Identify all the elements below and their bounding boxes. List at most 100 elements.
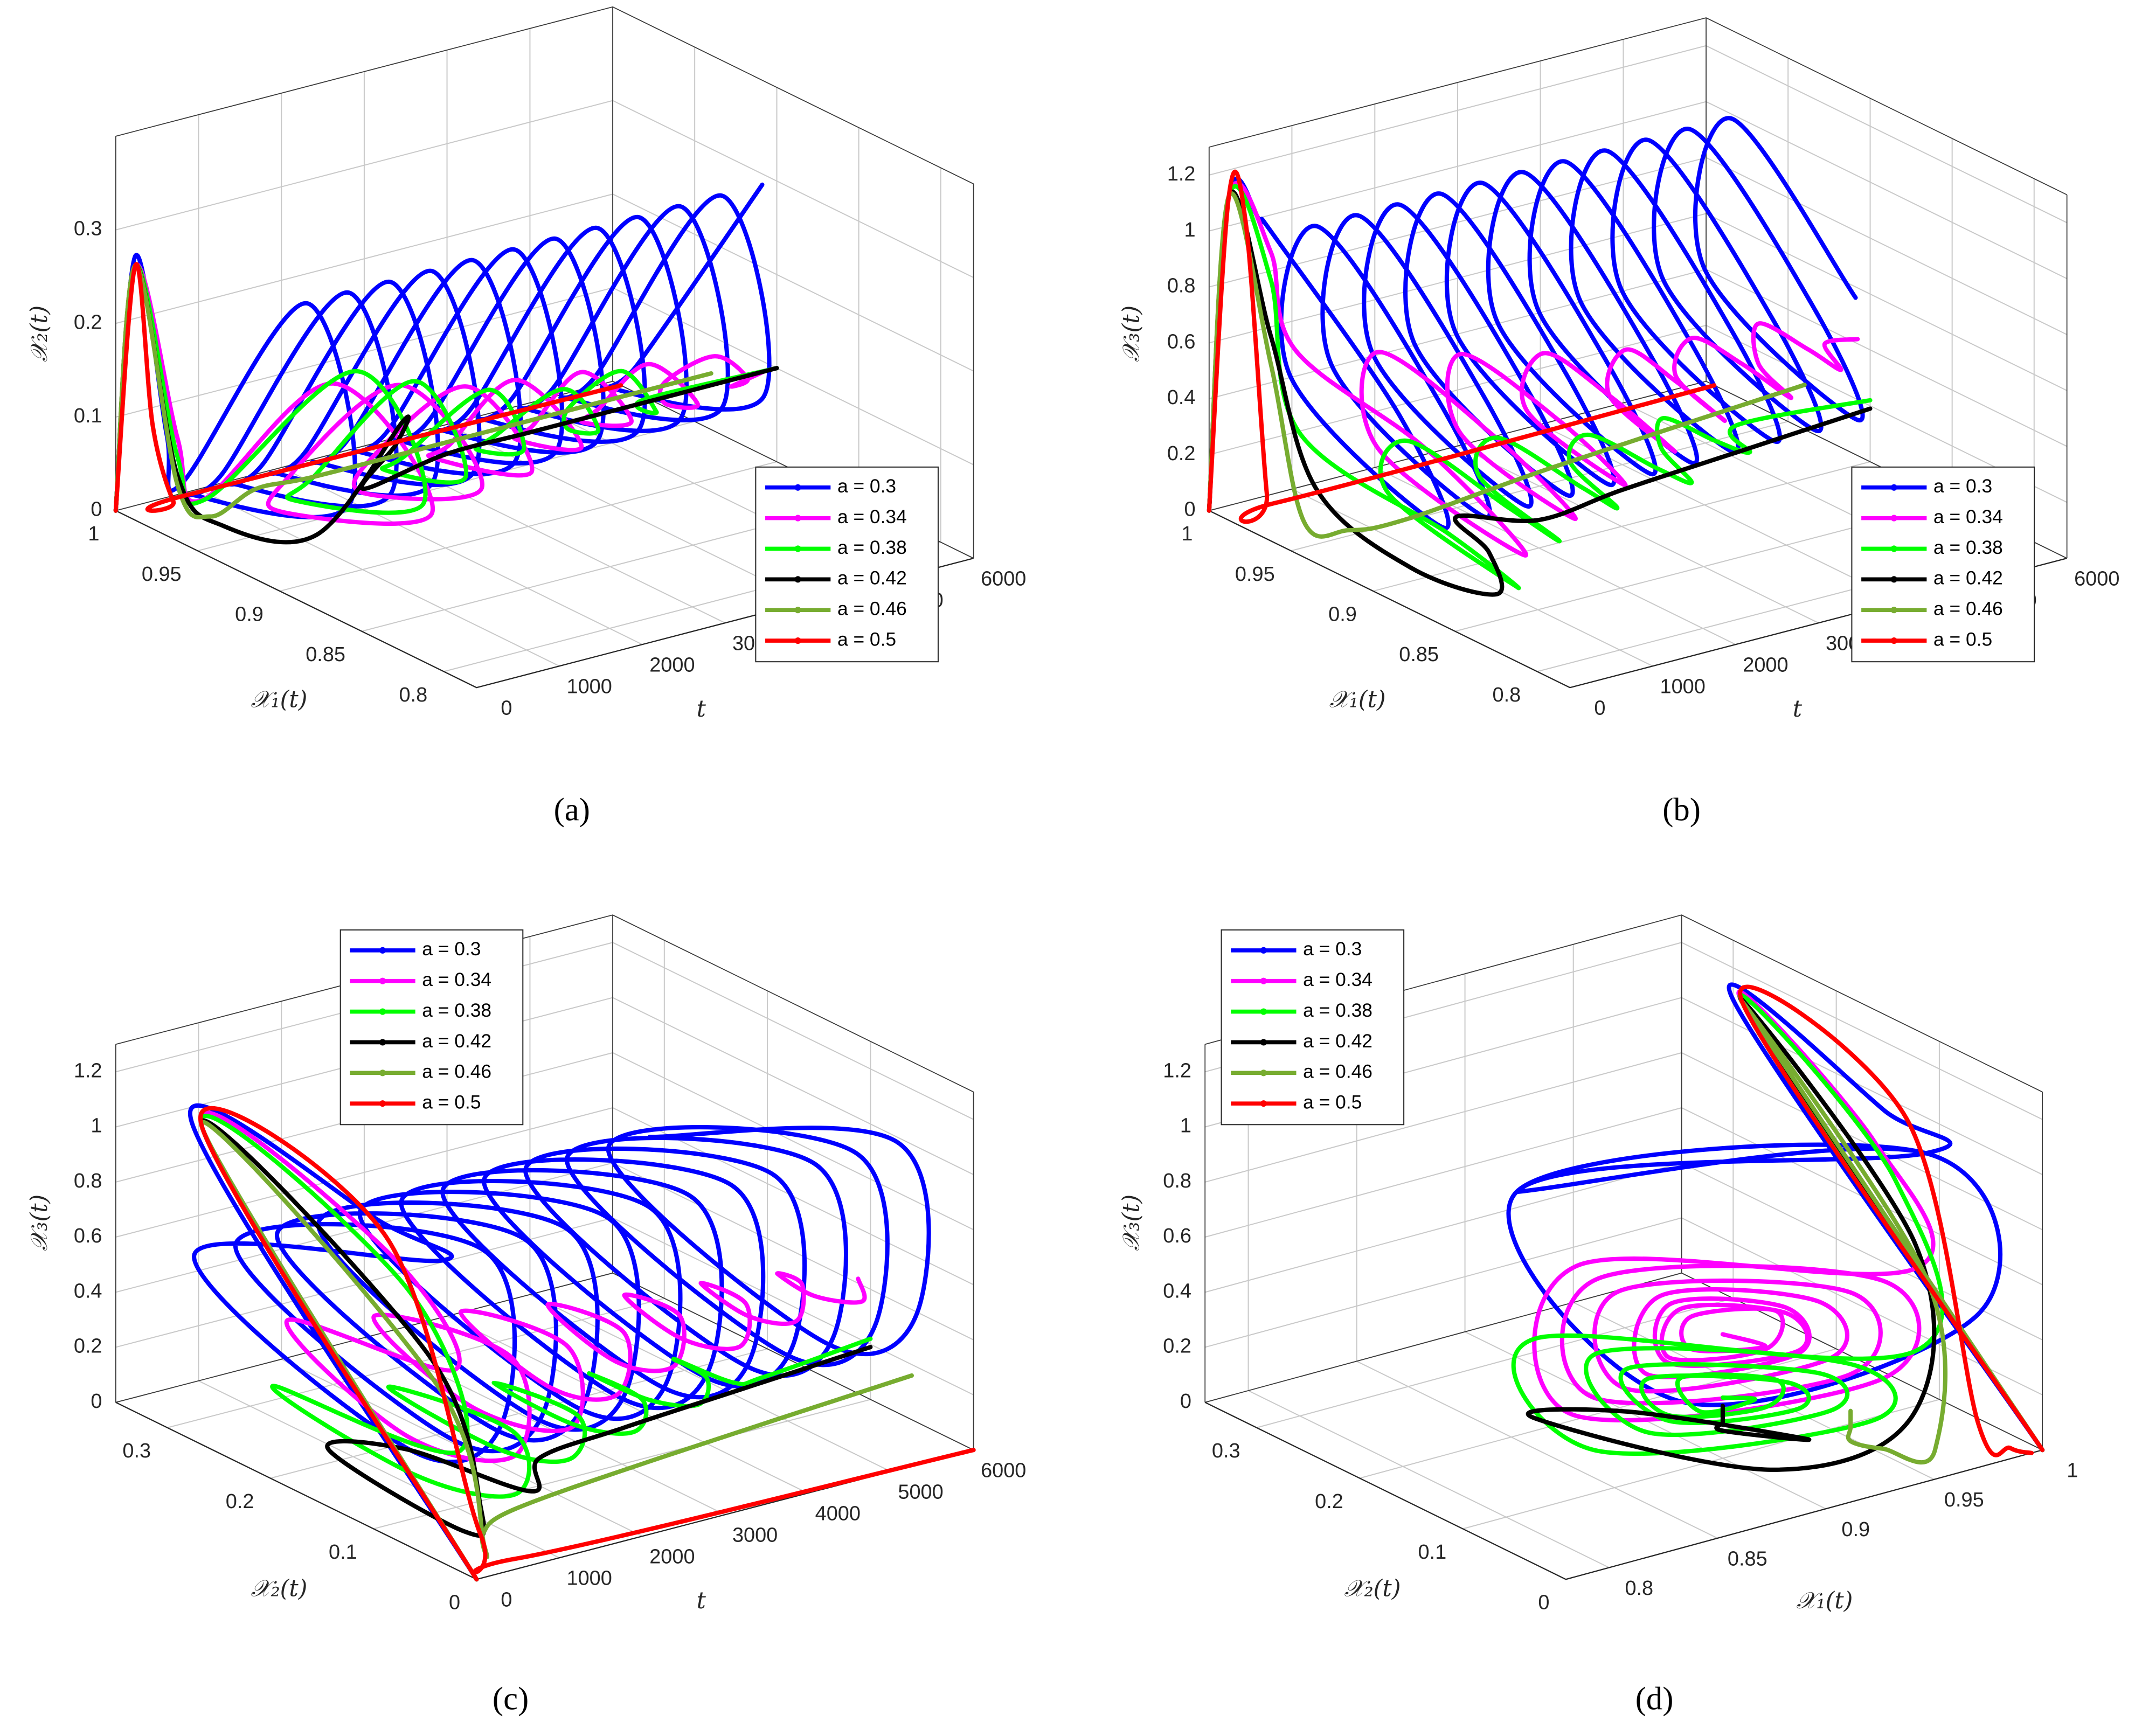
z-tick-label: 0.6 [1163,1225,1191,1247]
y-tick-label: 0.2 [226,1490,254,1513]
x-tick-label: 0.85 [1728,1547,1767,1570]
legend: a = 0.3 a = 0.34 a = 0.38 a = 0.42 a = 0.46 a… [339,929,524,1126]
legend-label: a = 0.42 [422,1031,491,1052]
legend-label: a = 0.5 [837,629,896,650]
y-tick-label: 0.9 [235,603,264,626]
x-tick-label: 1000 [1660,676,1706,698]
y-tick-label: 0.3 [122,1440,151,1462]
x-tick-label: 0 [501,1589,512,1612]
z-tick-label: 0.3 [74,218,102,240]
axes-0: 01000200030004000500060000.80.850.90.951… [26,6,1026,828]
axes-3: 0.8 0.85 0.9 0.95 1 0 0.1 0.2 0.3 0 0.2 0.4 0.6 0.8 1 1… [1118,914,2078,1717]
legend-marker [1260,1100,1267,1107]
legend-label: a = 0.3 [1933,476,1992,497]
legend-box [755,466,939,663]
legend-marker [1260,1008,1267,1015]
legend-label: a = 0.46 [1303,1061,1373,1082]
trajectory [1738,984,2045,1457]
legend-label: a = 0.42 [1303,1031,1373,1052]
box-edge [1204,1272,2043,1450]
legend-marker [794,545,801,552]
z-tick-label: 1.2 [1167,163,1196,185]
z-axis-label: 𝒳₂(t) [26,305,53,362]
legend: a = 0.3 a = 0.34 a = 0.38 a = 0.42 a = 0.46 a… [1221,929,1405,1126]
y-tick-label: 0 [1538,1592,1549,1614]
y-tick-label: 0.8 [399,684,427,706]
z-tick-label: 0 [1180,1390,1191,1413]
legend-label: a = 0.46 [837,599,907,620]
y-tick-label: 0.95 [1235,563,1275,586]
y-tick-label: 0.3 [1212,1440,1240,1462]
x-tick-label: 2000 [649,1546,695,1568]
y-tick-label: 0 [449,1592,460,1614]
y-axis-label: 𝒳₁(t) [251,686,308,713]
legend-label: a = 0.5 [1933,629,1992,650]
y-tick-label: 0.9 [1328,603,1357,626]
trajectory [1207,169,1717,524]
caption: (b) [1662,792,1701,828]
x-tick-label: 0 [501,697,512,720]
legend-label: a = 0.46 [1933,599,2003,620]
legend-label: a = 0.38 [1303,1000,1373,1021]
legend-marker [1260,947,1267,954]
z-tick-label: 0.2 [1167,442,1196,465]
z-tick-label: 0.8 [1167,275,1196,297]
x-tick-label: 4000 [815,1503,861,1525]
z-tick-label: 1.2 [1163,1059,1191,1082]
y-tick-label: 1 [1181,523,1193,545]
z-tick-label: 0.4 [74,1280,102,1302]
y-tick-label: 0.85 [306,643,345,666]
x-tick-label: 1000 [567,676,612,698]
trajectory [113,262,623,513]
legend: a = 0.3 a = 0.34 a = 0.38 a = 0.42 a = 0.46 a… [1851,466,2035,663]
legend-marker [1260,1039,1267,1046]
y-tick-label: 1 [88,523,99,545]
legend-marker [794,484,801,491]
y-tick-label: 0.1 [329,1541,357,1564]
legend-label: a = 0.34 [1933,506,2003,527]
caption: (a) [554,792,590,828]
z-tick-label: 1.2 [74,1059,102,1082]
trajectory [1738,998,2045,1465]
legend-box [1221,929,1405,1126]
trajectory [1532,990,2045,1453]
x-axis-label: t [1793,696,1803,723]
axes-1: 01000200030004000500060000.80.850.90.951… [1118,17,2119,828]
y-tick-label: 0.95 [142,563,182,586]
legend-label: a = 0.42 [1933,568,2003,589]
trajectory [1506,982,2045,1453]
box-edge [1209,17,2068,196]
axes-2: 0 1000 2000 3000 4000 5000 6000 0 0.1 0.2 0.3 0 0.2 0… [26,914,1026,1717]
legend-label: a = 0.5 [1303,1092,1362,1113]
trajectory [198,1106,976,1582]
legend-box [1851,466,2035,663]
legend-marker [794,576,801,583]
y-tick-label: 0.85 [1399,643,1439,666]
z-tick-label: 0 [1184,498,1195,521]
legend-box [339,929,524,1126]
x-tick-label: 3000 [732,1524,778,1547]
trajectory [113,262,779,515]
z-tick-label: 0.8 [74,1170,102,1192]
x-tick-label: 6000 [981,568,1026,591]
legend-label: a = 0.42 [837,568,907,589]
x-tick-label: 1 [2067,1460,2078,1482]
legend-marker [1260,977,1267,984]
legend-label: a = 0.38 [837,537,907,558]
legend-label: a = 0.34 [1303,969,1373,990]
legend-marker [379,947,386,954]
legend-label: a = 0.3 [837,476,896,497]
y-axis-label: 𝒳₁(t) [1329,686,1386,713]
legend-marker [1260,1070,1267,1077]
legend-label: a = 0.34 [422,969,491,990]
z-axis-label: 𝒳₃(t) [26,1195,53,1251]
legend-marker [379,977,386,984]
legend-marker [794,515,801,522]
legend: a = 0.3 a = 0.34 a = 0.38 a = 0.42 a = 0.46 a… [755,466,939,663]
z-tick-label: 0.8 [1163,1170,1191,1192]
x-axis-label: t [697,1587,706,1614]
trajectory [113,262,767,526]
legend-label: a = 0.34 [837,506,907,527]
trajectory [188,1103,931,1582]
